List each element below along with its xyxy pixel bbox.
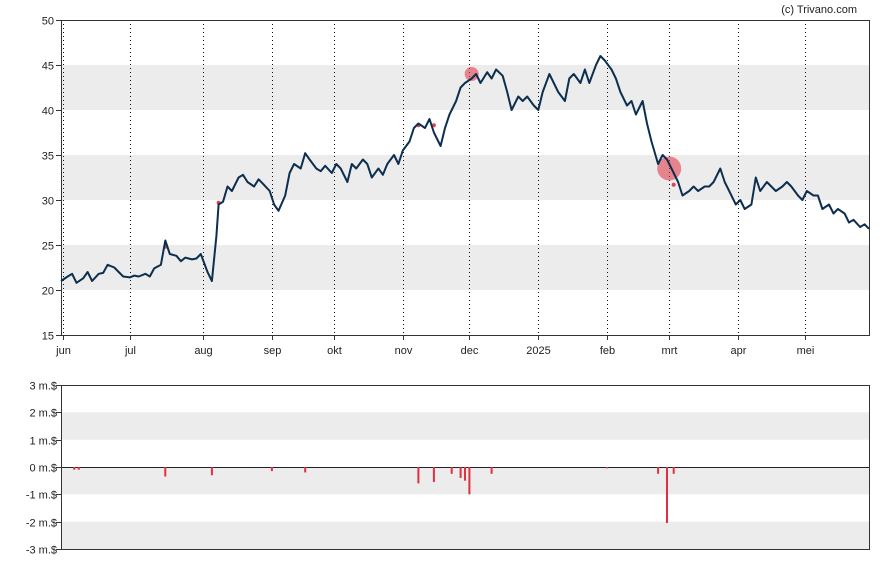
price-band: [61, 245, 869, 290]
price-xtick-label: feb: [600, 345, 615, 357]
volume-ytick-label: -2 m.$: [26, 518, 57, 530]
volume-ytick-label: -3 m.$: [26, 545, 57, 557]
volume-band: [61, 521, 869, 549]
volume-bar: [666, 467, 668, 524]
volume-ytick-label: 2 m.$: [29, 408, 57, 420]
volume-bar: [417, 467, 420, 484]
price-ytick-label: 30: [42, 196, 54, 208]
price-xtick-label: dec: [461, 345, 479, 357]
volume-bar: [657, 467, 660, 474]
volume-ytick-label: 3 m.$: [29, 381, 57, 393]
price-xtick-label: 2025: [526, 345, 550, 357]
volume-bar: [606, 467, 609, 469]
price-ytick-label: 50: [42, 16, 54, 28]
price-xtick-label: mei: [797, 345, 815, 357]
volume-bar: [210, 467, 213, 476]
price-xtick-label: jul: [124, 345, 136, 357]
price-x-axis: jun jul aug sep okt nov dec 2025 feb mrt apr mei: [55, 335, 814, 357]
volume-bar: [270, 467, 273, 472]
volume-bar: [73, 467, 76, 470]
volume-chart-bands: [61, 412, 869, 549]
price-ytick-label: 25: [42, 241, 54, 253]
volume-bar: [164, 467, 167, 477]
price-ytick-label: 45: [42, 61, 54, 73]
price-ytick-label: 35: [42, 151, 54, 163]
volume-bar: [432, 467, 435, 483]
price-xtick-label: aug: [194, 345, 212, 357]
price-band: [61, 65, 869, 110]
price-band: [61, 155, 869, 200]
credit-text: (c) Trivano.com: [781, 4, 857, 16]
volume-bar: [77, 467, 80, 470]
price-xtick-label: jun: [55, 345, 71, 357]
price-ytick-label: 40: [42, 106, 54, 118]
volume-bar: [490, 467, 493, 474]
volume-bar: [468, 467, 471, 495]
volume-bar: [304, 467, 307, 473]
volume-bar: [459, 467, 462, 478]
volume-ytick-label: -1 m.$: [26, 490, 57, 502]
volume-bar: [672, 467, 675, 474]
price-ytick-label: 15: [42, 331, 54, 343]
price-chart-bands: [61, 65, 869, 290]
price-chart-frame: [61, 20, 870, 336]
price-ytick-label: 20: [42, 286, 54, 298]
volume-band: [61, 412, 869, 440]
volume-ytick-label: 0 m.$: [29, 463, 57, 475]
volume-bars: [73, 467, 675, 524]
volume-y-axis: 3 m.$ 2 m.$ 1 m.$ 0 m.$ -1 m.$ -2 m.$ -3 m.$: [26, 381, 61, 557]
price-line: [60, 55, 870, 284]
price-xtick-label: nov: [395, 345, 413, 357]
price-xtick-label: apr: [731, 345, 747, 357]
volume-bar: [450, 467, 453, 474]
volume-ytick-label: 1 m.$: [29, 436, 57, 448]
price-xtick-label: okt: [327, 345, 342, 357]
volume-chart-frame: [61, 385, 870, 550]
volume-bar: [464, 467, 466, 481]
price-y-axis: 15 20 25 30 35 40 45 50: [42, 16, 61, 343]
price-xtick-label: sep: [264, 345, 282, 357]
price-xtick-label: mrt: [662, 345, 678, 357]
trade-marker: [671, 182, 676, 187]
trade-marker: [464, 67, 479, 81]
